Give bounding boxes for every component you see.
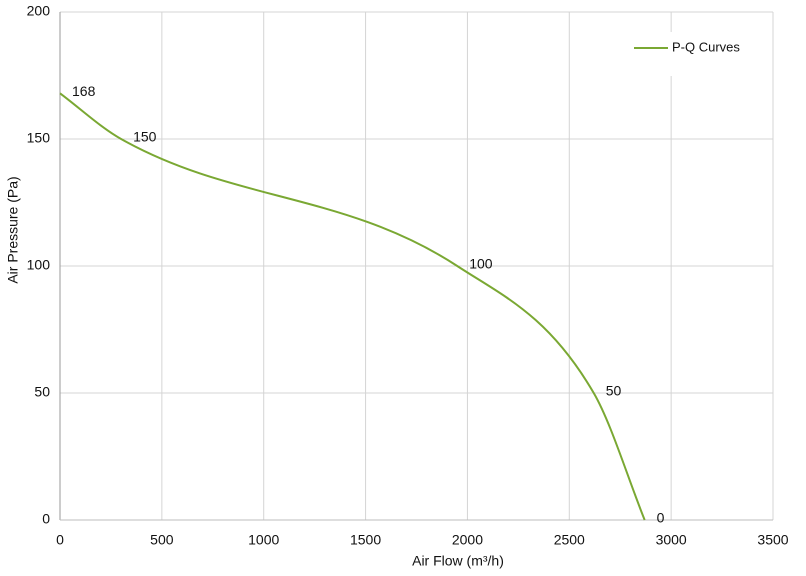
x-tick-label: 1000 — [248, 532, 279, 548]
y-tick-label: 200 — [27, 3, 51, 19]
data-label: 50 — [606, 383, 622, 399]
data-label: 100 — [469, 256, 493, 272]
x-tick-label: 0 — [56, 532, 64, 548]
x-tick-label: 3000 — [656, 532, 687, 548]
x-tick-label: 3500 — [757, 532, 788, 548]
legend-box — [624, 32, 762, 76]
y-tick-label: 0 — [42, 511, 50, 527]
y-axis-title: Air Pressure (Pa) — [5, 176, 21, 283]
data-label: 0 — [657, 510, 665, 526]
line — [59, 92, 646, 521]
y-tick-label: 150 — [27, 130, 51, 146]
x-tick-label: 2500 — [554, 532, 585, 548]
data-label: 150 — [133, 129, 157, 145]
x-tick-label: 2000 — [452, 532, 483, 548]
data-label: 168 — [72, 83, 96, 99]
x-tick-label: 1500 — [350, 532, 381, 548]
x-tick-label: 500 — [150, 532, 174, 548]
x-axis-title: Air Flow (m³/h) — [412, 553, 504, 569]
legend-label: P-Q Curves — [672, 39, 740, 54]
y-tick-label: 100 — [27, 257, 51, 273]
y-tick-label: 50 — [34, 384, 50, 400]
